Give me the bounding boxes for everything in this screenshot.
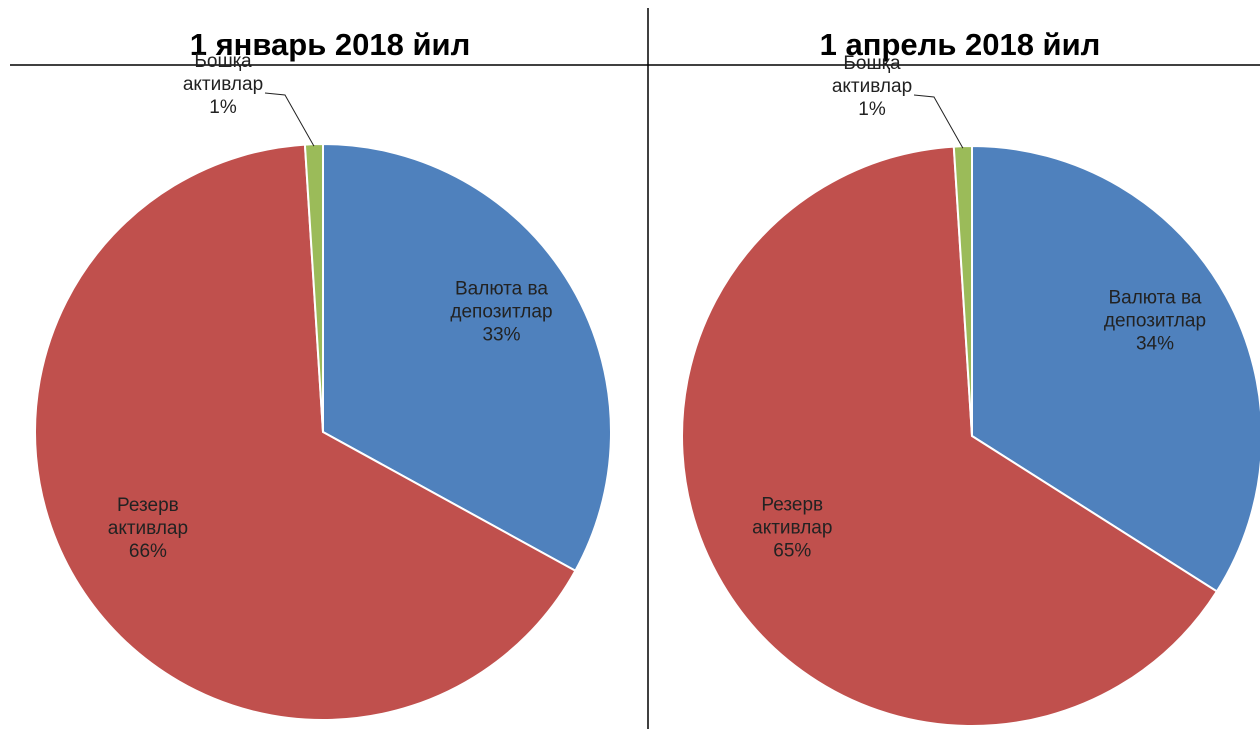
slice-label: Резерв активлар 66%: [108, 495, 188, 562]
pie-slice: [971, 144, 1260, 593]
slice-label: Валюта ва депозитлар 34%: [1104, 287, 1206, 354]
slice-label-line: Бошқа: [843, 53, 901, 74]
pie-slice: [952, 144, 973, 437]
slice-label-value: 34%: [1136, 333, 1174, 354]
slice-label-name: Бошқа активлар: [832, 53, 912, 97]
slice-label-value: 1%: [209, 97, 237, 118]
slice-label-value: 66%: [129, 541, 167, 562]
slice-label-value: 65%: [773, 540, 811, 561]
slice-label-name: Резерв активлар: [108, 495, 188, 539]
chart-title: 1 апрель 2018 йил: [820, 27, 1101, 62]
slice-label-line: Валюта ва: [1108, 287, 1201, 308]
slice-label-line: депозитлар: [1104, 310, 1206, 331]
pie-slice: [34, 143, 577, 721]
slice-label: Бошқа активлар 1%: [183, 51, 263, 118]
slice-label: Резерв активлар 65%: [752, 494, 832, 561]
slice-label-line: Резерв: [761, 494, 823, 515]
slice-label: Валюта ва депозитлар 33%: [450, 278, 552, 345]
leader-line: [264, 92, 315, 147]
slice-label-name: Валюта ва депозитлар: [1104, 287, 1206, 331]
slice-label-line: Бошқа: [194, 51, 252, 72]
pie-slice: [322, 142, 612, 573]
slice-label-name: Резерв активлар: [752, 494, 832, 538]
chart-title: 1 январь 2018 йил: [190, 27, 471, 62]
slice-label-line: активлар: [752, 517, 832, 538]
slice-label-line: активлар: [183, 74, 263, 95]
slice-label-line: Валюта ва: [455, 278, 548, 299]
slice-label-line: Резерв: [117, 495, 179, 516]
slice-label-line: активлар: [832, 76, 912, 97]
slice-label-name: Бошқа активлар: [183, 51, 263, 95]
slice-label-value: 1%: [858, 99, 886, 120]
slice-label-name: Валюта ва депозитлар: [450, 278, 552, 322]
pie-slice: [681, 145, 1219, 727]
pie-slice: [303, 142, 324, 433]
leader-line: [913, 94, 964, 149]
slice-label-line: активлар: [108, 518, 188, 539]
slice-label: Бошқа активлар 1%: [832, 53, 912, 120]
slice-label-value: 33%: [482, 324, 520, 345]
slice-label-line: депозитлар: [450, 301, 552, 322]
